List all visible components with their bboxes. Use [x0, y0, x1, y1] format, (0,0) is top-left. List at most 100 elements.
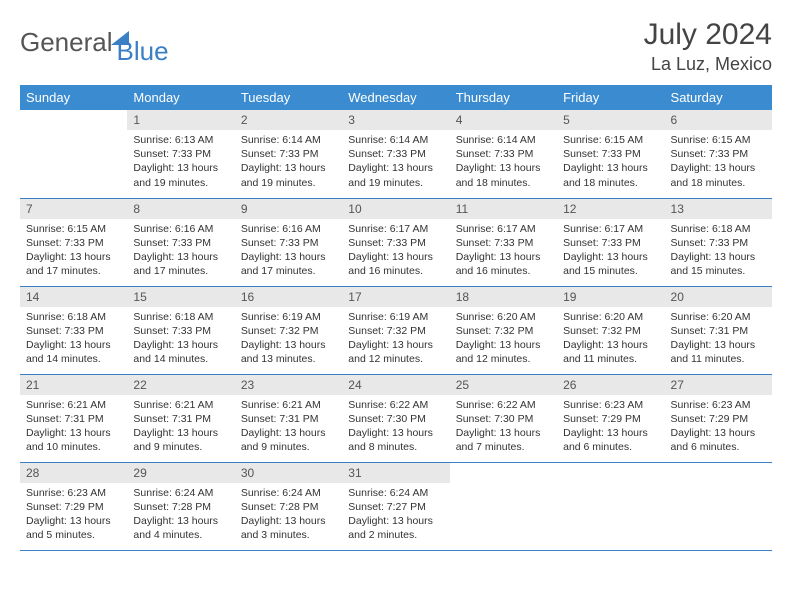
- sunrise-text: Sunrise: 6:16 AM: [133, 222, 228, 236]
- brand-part2: Blue: [117, 36, 169, 67]
- day-number: 25: [450, 375, 557, 395]
- daylight-text: Daylight: 13 hours and 17 minutes.: [133, 250, 228, 278]
- sunset-text: Sunset: 7:30 PM: [348, 412, 443, 426]
- sunrise-text: Sunrise: 6:14 AM: [241, 133, 336, 147]
- calendar-cell: 28Sunrise: 6:23 AMSunset: 7:29 PMDayligh…: [20, 462, 127, 550]
- day-data: Sunrise: 6:13 AMSunset: 7:33 PMDaylight:…: [127, 130, 234, 195]
- day-number: 31: [342, 463, 449, 483]
- sunrise-text: Sunrise: 6:24 AM: [241, 486, 336, 500]
- calendar-cell: 16Sunrise: 6:19 AMSunset: 7:32 PMDayligh…: [235, 286, 342, 374]
- daylight-text: Daylight: 13 hours and 3 minutes.: [241, 514, 336, 542]
- day-data: Sunrise: 6:24 AMSunset: 7:28 PMDaylight:…: [127, 483, 234, 548]
- day-number: 12: [557, 199, 664, 219]
- sunrise-text: Sunrise: 6:14 AM: [348, 133, 443, 147]
- day-number: 15: [127, 287, 234, 307]
- sunset-text: Sunset: 7:32 PM: [241, 324, 336, 338]
- daylight-text: Daylight: 13 hours and 17 minutes.: [26, 250, 121, 278]
- sunrise-text: Sunrise: 6:15 AM: [26, 222, 121, 236]
- day-data: Sunrise: 6:19 AMSunset: 7:32 PMDaylight:…: [342, 307, 449, 372]
- day-number: 16: [235, 287, 342, 307]
- sunrise-text: Sunrise: 6:14 AM: [456, 133, 551, 147]
- sunset-text: Sunset: 7:33 PM: [26, 324, 121, 338]
- calendar-cell: 21Sunrise: 6:21 AMSunset: 7:31 PMDayligh…: [20, 374, 127, 462]
- day-data: Sunrise: 6:17 AMSunset: 7:33 PMDaylight:…: [450, 219, 557, 284]
- day-number: 9: [235, 199, 342, 219]
- day-data: Sunrise: 6:24 AMSunset: 7:28 PMDaylight:…: [235, 483, 342, 548]
- sunrise-text: Sunrise: 6:18 AM: [133, 310, 228, 324]
- calendar-cell: 9Sunrise: 6:16 AMSunset: 7:33 PMDaylight…: [235, 198, 342, 286]
- sunset-text: Sunset: 7:33 PM: [563, 147, 658, 161]
- day-header: Thursday: [450, 85, 557, 110]
- day-number: 5: [557, 110, 664, 130]
- calendar-cell: 20Sunrise: 6:20 AMSunset: 7:31 PMDayligh…: [665, 286, 772, 374]
- daylight-text: Daylight: 13 hours and 12 minutes.: [456, 338, 551, 366]
- calendar-cell: 17Sunrise: 6:19 AMSunset: 7:32 PMDayligh…: [342, 286, 449, 374]
- day-data: Sunrise: 6:23 AMSunset: 7:29 PMDaylight:…: [665, 395, 772, 460]
- day-data: Sunrise: 6:23 AMSunset: 7:29 PMDaylight:…: [557, 395, 664, 460]
- calendar-cell: 3Sunrise: 6:14 AMSunset: 7:33 PMDaylight…: [342, 110, 449, 198]
- sunset-text: Sunset: 7:28 PM: [241, 500, 336, 514]
- calendar-week-row: 1Sunrise: 6:13 AMSunset: 7:33 PMDaylight…: [20, 110, 772, 198]
- sunrise-text: Sunrise: 6:16 AM: [241, 222, 336, 236]
- day-number: 6: [665, 110, 772, 130]
- day-number: 24: [342, 375, 449, 395]
- location-label: La Luz, Mexico: [644, 54, 772, 75]
- day-number: 29: [127, 463, 234, 483]
- calendar-cell: 29Sunrise: 6:24 AMSunset: 7:28 PMDayligh…: [127, 462, 234, 550]
- sunrise-text: Sunrise: 6:24 AM: [348, 486, 443, 500]
- sunrise-text: Sunrise: 6:23 AM: [26, 486, 121, 500]
- day-data: Sunrise: 6:15 AMSunset: 7:33 PMDaylight:…: [20, 219, 127, 284]
- calendar-cell: 11Sunrise: 6:17 AMSunset: 7:33 PMDayligh…: [450, 198, 557, 286]
- day-data: Sunrise: 6:21 AMSunset: 7:31 PMDaylight:…: [235, 395, 342, 460]
- daylight-text: Daylight: 13 hours and 8 minutes.: [348, 426, 443, 454]
- calendar-cell: 15Sunrise: 6:18 AMSunset: 7:33 PMDayligh…: [127, 286, 234, 374]
- sunset-text: Sunset: 7:31 PM: [671, 324, 766, 338]
- daylight-text: Daylight: 13 hours and 14 minutes.: [26, 338, 121, 366]
- day-header: Tuesday: [235, 85, 342, 110]
- daylight-text: Daylight: 13 hours and 19 minutes.: [348, 161, 443, 189]
- sunset-text: Sunset: 7:33 PM: [348, 236, 443, 250]
- calendar-cell: 25Sunrise: 6:22 AMSunset: 7:30 PMDayligh…: [450, 374, 557, 462]
- sunset-text: Sunset: 7:33 PM: [241, 147, 336, 161]
- calendar-cell: 4Sunrise: 6:14 AMSunset: 7:33 PMDaylight…: [450, 110, 557, 198]
- calendar-cell: 10Sunrise: 6:17 AMSunset: 7:33 PMDayligh…: [342, 198, 449, 286]
- day-number: 17: [342, 287, 449, 307]
- daylight-text: Daylight: 13 hours and 18 minutes.: [456, 161, 551, 189]
- sunset-text: Sunset: 7:33 PM: [26, 236, 121, 250]
- sunrise-text: Sunrise: 6:20 AM: [671, 310, 766, 324]
- calendar-table: Sunday Monday Tuesday Wednesday Thursday…: [20, 85, 772, 551]
- sunset-text: Sunset: 7:33 PM: [671, 147, 766, 161]
- calendar-cell: 12Sunrise: 6:17 AMSunset: 7:33 PMDayligh…: [557, 198, 664, 286]
- calendar-cell: [20, 110, 127, 198]
- day-number: 10: [342, 199, 449, 219]
- sunset-text: Sunset: 7:33 PM: [563, 236, 658, 250]
- day-data: Sunrise: 6:23 AMSunset: 7:29 PMDaylight:…: [20, 483, 127, 548]
- calendar-cell: 22Sunrise: 6:21 AMSunset: 7:31 PMDayligh…: [127, 374, 234, 462]
- sunset-text: Sunset: 7:29 PM: [563, 412, 658, 426]
- day-data: Sunrise: 6:24 AMSunset: 7:27 PMDaylight:…: [342, 483, 449, 548]
- calendar-week-row: 14Sunrise: 6:18 AMSunset: 7:33 PMDayligh…: [20, 286, 772, 374]
- sunrise-text: Sunrise: 6:24 AM: [133, 486, 228, 500]
- title-block: July 2024 La Luz, Mexico: [644, 18, 772, 75]
- calendar-cell: 1Sunrise: 6:13 AMSunset: 7:33 PMDaylight…: [127, 110, 234, 198]
- sunrise-text: Sunrise: 6:13 AM: [133, 133, 228, 147]
- calendar-week-row: 7Sunrise: 6:15 AMSunset: 7:33 PMDaylight…: [20, 198, 772, 286]
- sunrise-text: Sunrise: 6:15 AM: [563, 133, 658, 147]
- calendar-cell: 13Sunrise: 6:18 AMSunset: 7:33 PMDayligh…: [665, 198, 772, 286]
- day-number: 1: [127, 110, 234, 130]
- day-data: Sunrise: 6:14 AMSunset: 7:33 PMDaylight:…: [450, 130, 557, 195]
- day-data: Sunrise: 6:20 AMSunset: 7:31 PMDaylight:…: [665, 307, 772, 372]
- sunset-text: Sunset: 7:32 PM: [456, 324, 551, 338]
- page-title: July 2024: [644, 18, 772, 52]
- daylight-text: Daylight: 13 hours and 10 minutes.: [26, 426, 121, 454]
- day-data: Sunrise: 6:21 AMSunset: 7:31 PMDaylight:…: [127, 395, 234, 460]
- daylight-text: Daylight: 13 hours and 18 minutes.: [563, 161, 658, 189]
- sunrise-text: Sunrise: 6:20 AM: [563, 310, 658, 324]
- sunset-text: Sunset: 7:29 PM: [26, 500, 121, 514]
- daylight-text: Daylight: 13 hours and 12 minutes.: [348, 338, 443, 366]
- day-number: 14: [20, 287, 127, 307]
- sunrise-text: Sunrise: 6:20 AM: [456, 310, 551, 324]
- sunrise-text: Sunrise: 6:21 AM: [133, 398, 228, 412]
- sunrise-text: Sunrise: 6:18 AM: [671, 222, 766, 236]
- sunrise-text: Sunrise: 6:17 AM: [456, 222, 551, 236]
